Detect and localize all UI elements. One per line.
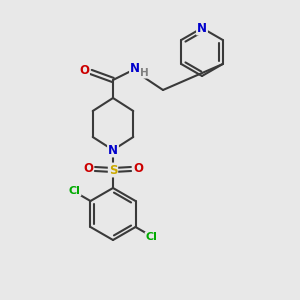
Text: O: O [133,163,143,176]
Text: O: O [83,163,93,176]
Text: Cl: Cl [69,185,80,196]
Text: O: O [79,64,89,77]
Text: S: S [109,164,117,176]
Text: H: H [140,68,148,78]
Text: N: N [197,22,207,34]
Text: Cl: Cl [146,232,158,242]
Text: N: N [130,62,140,76]
Text: N: N [108,143,118,157]
